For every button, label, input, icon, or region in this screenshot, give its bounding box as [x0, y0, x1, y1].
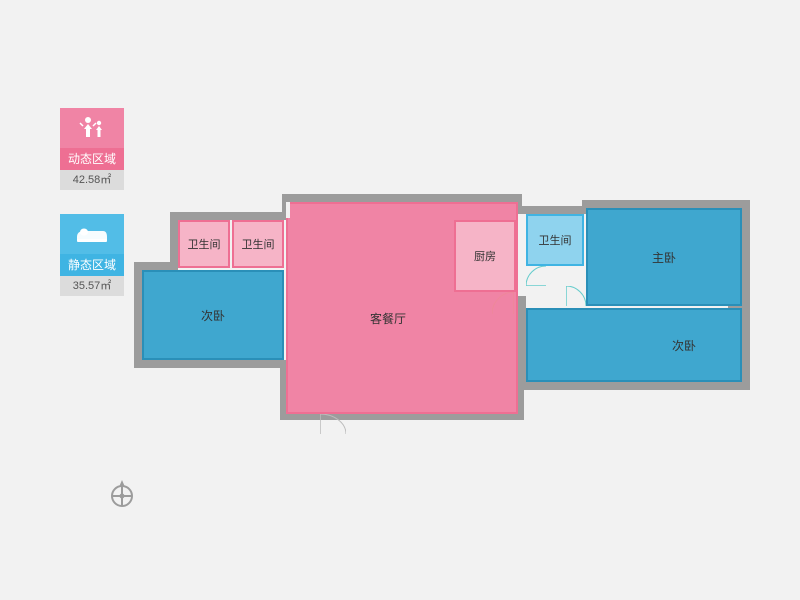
wall: [170, 212, 290, 220]
door-arc: [492, 292, 514, 314]
legend-dynamic: 动态区域 42.58㎡: [60, 108, 124, 190]
door-arc: [320, 414, 346, 434]
legend-static: 静态区域 35.57㎡: [60, 214, 124, 296]
room-label: 主卧: [652, 249, 676, 266]
legend-static-label: 静态区域: [60, 254, 124, 276]
wall-notch: [286, 202, 290, 218]
door-arc: [526, 266, 546, 286]
room-bathroom-1: 卫生间: [178, 220, 230, 268]
wall: [282, 194, 522, 202]
room-label-living: 客餐厅: [370, 310, 406, 327]
room-secondary-bedroom-left: 次卧: [142, 270, 284, 360]
wall: [742, 200, 750, 312]
legend-dynamic-label: 动态区域: [60, 148, 124, 170]
room-bathroom-3: 卫生间: [526, 214, 584, 266]
people-icon: [60, 108, 124, 148]
legend-dynamic-value: 42.58㎡: [60, 170, 124, 190]
wall: [582, 200, 750, 208]
room-bathroom-2: 卫生间: [232, 220, 284, 268]
room-master-bedroom: 主卧: [586, 208, 742, 306]
room-kitchen: 厨房: [454, 220, 516, 292]
door-arc: [566, 286, 586, 306]
compass-icon: [108, 480, 136, 508]
room-label: 卫生间: [539, 232, 572, 248]
floorplan: 卫生间 卫生间 次卧 客餐厅 厨房 卫生间 主卧 次卧: [170, 200, 750, 430]
room-label: 次卧: [672, 337, 696, 354]
legend-static-value: 35.57㎡: [60, 276, 124, 296]
wall: [742, 304, 750, 390]
wall: [134, 262, 142, 368]
room-label: 卫生间: [188, 236, 221, 252]
room-label: 次卧: [201, 307, 225, 324]
wall: [518, 382, 750, 390]
legend-panel: 动态区域 42.58㎡ 静态区域 35.57㎡: [60, 108, 124, 320]
wall: [170, 212, 178, 270]
room-secondary-bedroom-right: 次卧: [526, 308, 742, 382]
room-label: 厨房: [474, 248, 496, 264]
wall: [134, 360, 288, 368]
room-label: 卫生间: [242, 236, 275, 252]
wall: [518, 296, 526, 390]
wall: [514, 206, 590, 214]
bed-icon: [60, 214, 124, 254]
